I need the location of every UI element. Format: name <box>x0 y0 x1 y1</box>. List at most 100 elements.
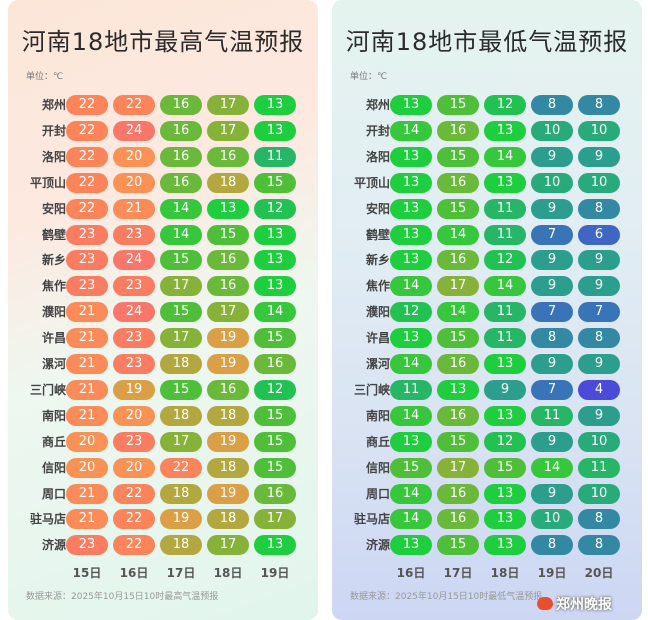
city-label: 焦作 <box>365 279 390 294</box>
temperature-cell: 13 <box>254 120 296 141</box>
temperature-cell: 22 <box>66 146 108 167</box>
temperature-cell: 22 <box>113 483 155 504</box>
temperature-cell: 21 <box>66 302 108 323</box>
min-temp-panel: 河南18地市最低气温预报 单位：℃ 郑州 13 15 12 8 8 开封 14 16 13 10 10… <box>332 0 642 620</box>
temperature-cell: 22 <box>66 95 108 115</box>
watermark-text: 郑州晚报 <box>556 597 612 613</box>
temperature-cell: 14 <box>390 405 432 426</box>
temperature-cell: 15 <box>437 431 479 452</box>
temperature-cell: 15 <box>160 250 202 271</box>
temperature-cell: 8 <box>531 95 573 115</box>
city-label: 新乡 <box>41 253 66 268</box>
day-label: 19日 <box>537 566 567 581</box>
temperature-cell: 12 <box>484 250 526 271</box>
temperature-cell: 24 <box>113 120 155 141</box>
temperature-cell: 8 <box>578 198 620 219</box>
temperature-cell: 24 <box>113 250 155 271</box>
temperature-cell: 17 <box>207 535 249 556</box>
temperature-cell: 14 <box>437 302 479 323</box>
city-label: 漯河 <box>365 357 390 371</box>
temperature-cell: 16 <box>437 483 479 504</box>
temperature-cell: 18 <box>207 509 249 530</box>
temperature-cell: 11 <box>390 379 432 400</box>
temperature-cell: 23 <box>66 276 108 297</box>
min-temp-source: 数据来源：2025年10月15日10时最低气温预报 <box>350 592 543 602</box>
temperature-cell: 13 <box>254 224 296 245</box>
temperature-cell: 9 <box>531 146 573 167</box>
day-label: 20日 <box>584 566 614 581</box>
city-label: 安阳 <box>41 201 66 216</box>
temperature-cell: 16 <box>437 509 479 530</box>
temperature-cell: 18 <box>207 405 249 426</box>
temperature-cell: 13 <box>390 95 432 115</box>
temperature-cell: 14 <box>390 354 432 374</box>
temperature-cell: 14 <box>531 457 573 478</box>
max-temp-panel: 河南18地市最高气温预报 单位：℃ 郑州 22 22 16 17 13 开封 22 24 16 17… <box>8 0 318 620</box>
temperature-cell: 21 <box>66 509 108 530</box>
temperature-cell: 16 <box>254 483 296 504</box>
temperature-cell: 22 <box>113 509 155 530</box>
city-label: 济源 <box>41 538 66 553</box>
temperature-cell: 11 <box>484 328 526 349</box>
temperature-cell: 4 <box>578 379 620 400</box>
temperature-cell: 17 <box>207 302 249 323</box>
temperature-cell: 17 <box>160 328 202 349</box>
temperature-cell: 10 <box>578 120 620 141</box>
temperature-cell: 13 <box>390 431 432 452</box>
temperature-cell: 14 <box>160 224 202 245</box>
temperature-cell: 16 <box>207 250 249 271</box>
temperature-cell: 13 <box>484 172 526 193</box>
temperature-cell: 23 <box>113 328 155 349</box>
temperature-cell: 11 <box>484 198 526 219</box>
temperature-cell: 19 <box>207 483 249 504</box>
temperature-cell: 13 <box>390 146 432 167</box>
city-label: 新乡 <box>365 253 390 268</box>
temperature-cell: 18 <box>160 405 202 426</box>
temperature-cell: 13 <box>254 276 296 297</box>
temperature-cell: 16 <box>437 405 479 426</box>
city-label: 三门峡 <box>353 382 390 397</box>
city-label: 济源 <box>365 538 390 553</box>
temperature-cell: 16 <box>254 354 296 374</box>
day-label: 15日 <box>72 566 102 581</box>
city-label: 驻马店 <box>353 512 390 527</box>
temperature-cell: 9 <box>531 250 573 271</box>
temperature-cell: 15 <box>437 146 479 167</box>
temperature-cell: 9 <box>484 379 526 400</box>
city-label: 焦作 <box>41 279 66 294</box>
temperature-cell: 13 <box>484 535 526 556</box>
temperature-cell: 7 <box>531 379 573 400</box>
temperature-cell: 23 <box>113 354 155 374</box>
temperature-cell: 15 <box>207 224 249 245</box>
temperature-cell: 13 <box>390 172 432 193</box>
city-label: 漯河 <box>41 357 66 371</box>
temperature-cell: 10 <box>578 431 620 452</box>
temperature-cell: 14 <box>390 276 432 297</box>
temperature-cell: 9 <box>531 431 573 452</box>
temperature-cell: 13 <box>437 379 479 400</box>
temperature-cell: 11 <box>484 224 526 245</box>
max-temp-source: 数据来源：2025年10月15日10时最高气温预报 <box>26 592 219 602</box>
temperature-cell: 7 <box>531 302 573 323</box>
temperature-cell: 6 <box>578 224 620 245</box>
city-label: 南阳 <box>365 408 390 423</box>
temperature-cell: 8 <box>578 509 620 530</box>
city-label: 郑州 <box>365 98 390 112</box>
temperature-cell: 15 <box>160 302 202 323</box>
city-label: 平顶山 <box>353 175 390 190</box>
temperature-cell: 14 <box>390 483 432 504</box>
temperature-cell: 21 <box>66 379 108 400</box>
temperature-cell: 23 <box>113 224 155 245</box>
temperature-cell: 20 <box>66 457 108 478</box>
temperature-cell: 16 <box>160 172 202 193</box>
temperature-cell: 13 <box>254 250 296 271</box>
temperature-cell: 15 <box>484 457 526 478</box>
temperature-cell: 19 <box>207 354 249 374</box>
temperature-cell: 17 <box>160 276 202 297</box>
temperature-cell: 15 <box>160 379 202 400</box>
city-label: 商丘 <box>41 434 66 449</box>
min-temp-unit: 单位：℃ <box>350 72 388 82</box>
temperature-cell: 15 <box>254 328 296 349</box>
day-label: 17日 <box>166 566 196 581</box>
city-label: 周口 <box>365 486 390 501</box>
